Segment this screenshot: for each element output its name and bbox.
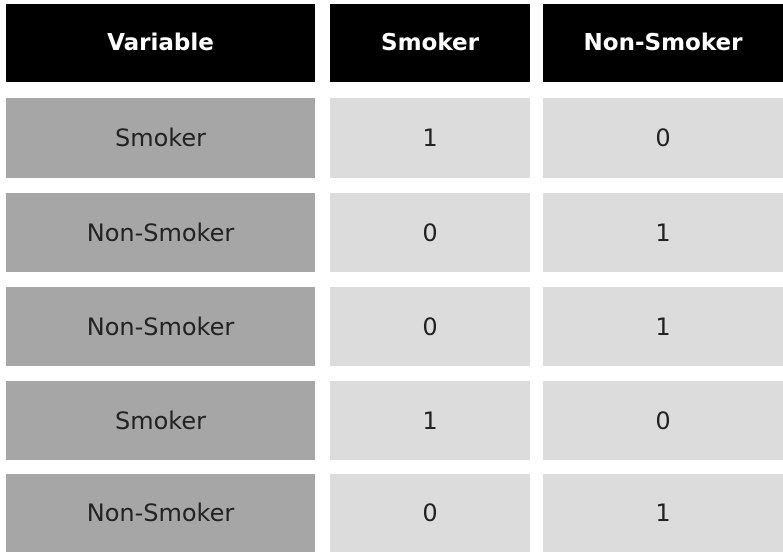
row-smoker-value: 0 bbox=[330, 287, 530, 366]
row-non-smoker-value: 0 bbox=[543, 381, 783, 460]
row-label: Non-Smoker bbox=[6, 193, 315, 272]
row-label: Smoker bbox=[6, 381, 315, 460]
header-non-smoker: Non-Smoker bbox=[543, 4, 783, 82]
row-smoker-value: 0 bbox=[330, 474, 530, 552]
row-label: Smoker bbox=[6, 98, 315, 178]
row-label: Non-Smoker bbox=[6, 287, 315, 366]
row-smoker-value: 1 bbox=[330, 381, 530, 460]
row-smoker-value: 0 bbox=[330, 193, 530, 272]
dummy-variable-table: Variable Smoker Non-Smoker Smoker 1 0 No… bbox=[6, 4, 783, 552]
row-non-smoker-value: 1 bbox=[543, 193, 783, 272]
row-non-smoker-value: 1 bbox=[543, 474, 783, 552]
row-smoker-value: 1 bbox=[330, 98, 530, 178]
row-non-smoker-value: 0 bbox=[543, 98, 783, 178]
row-label: Non-Smoker bbox=[6, 474, 315, 552]
row-non-smoker-value: 1 bbox=[543, 287, 783, 366]
header-variable: Variable bbox=[6, 4, 315, 82]
header-smoker: Smoker bbox=[330, 4, 530, 82]
